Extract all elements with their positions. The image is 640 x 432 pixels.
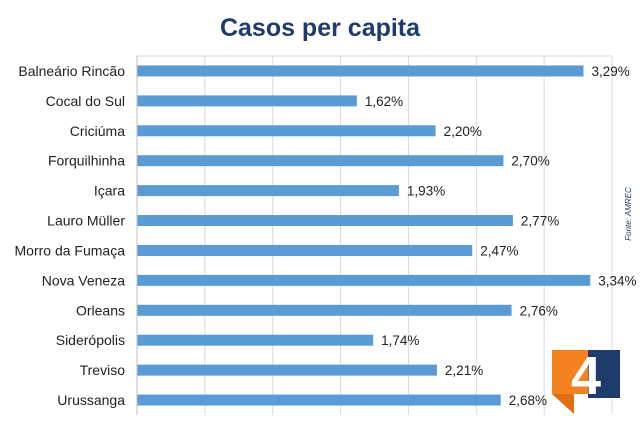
- value-label: 2,21%: [445, 363, 483, 378]
- value-labels: 3,29% 1,62% 2,20% 2,70% 1,93% 2,77%2,47% 3,34%…: [365, 64, 637, 408]
- value-label: 2,68%: [509, 393, 547, 408]
- bar: [137, 65, 584, 77]
- bar: [137, 334, 374, 346]
- category-label: Siderópolis: [56, 332, 125, 348]
- category-label: Balneário Rincão: [18, 63, 125, 79]
- bar: [137, 185, 399, 197]
- logo-orange-block: [552, 350, 588, 394]
- logo-mark: 4: [571, 346, 601, 406]
- value-label: 2,76%: [520, 303, 558, 318]
- category-label: Lauro Müller: [47, 213, 125, 229]
- chart-title: Casos per capita: [220, 14, 421, 42]
- category-label: Criciúma: [70, 123, 125, 139]
- bar: [137, 244, 473, 256]
- source-note: Fonte: AMREC: [624, 187, 633, 241]
- value-label: 2,47%: [480, 243, 518, 258]
- value-label: 3,29%: [592, 64, 630, 79]
- bar: [137, 95, 357, 107]
- value-label: 2,77%: [521, 214, 559, 229]
- logo-dark-corner: [552, 394, 574, 414]
- category-label: Urussanga: [57, 392, 125, 408]
- category-label: Morro da Fumaça: [15, 242, 126, 258]
- value-label: 2,20%: [444, 124, 482, 139]
- category-label: Orleans: [76, 302, 125, 318]
- category-labels: Balneário Rincão Cocal do Sul Criciúma Forq…: [15, 63, 126, 408]
- bar: [137, 125, 436, 137]
- bar: [137, 364, 437, 376]
- bar: [137, 274, 591, 286]
- category-label: Treviso: [80, 362, 126, 378]
- gridlines: [204, 56, 613, 415]
- bars: [137, 65, 591, 406]
- logo-navy-block: [588, 350, 620, 398]
- value-label: 2,70%: [511, 154, 549, 169]
- category-label: Forquilhinha: [48, 153, 125, 169]
- bar: [137, 394, 501, 406]
- category-label: Içara: [94, 183, 125, 199]
- category-label: Nova Veneza: [42, 272, 125, 288]
- bar: [137, 215, 513, 227]
- portal-4-logo: 4: [552, 346, 620, 414]
- value-label: 1,62%: [365, 94, 403, 109]
- bar: [137, 304, 512, 316]
- value-label: 1,93%: [407, 184, 445, 199]
- category-label: Cocal do Sul: [46, 93, 125, 109]
- value-label: 1,74%: [381, 333, 419, 348]
- value-label: 3,34%: [598, 273, 636, 288]
- bar: [137, 155, 504, 167]
